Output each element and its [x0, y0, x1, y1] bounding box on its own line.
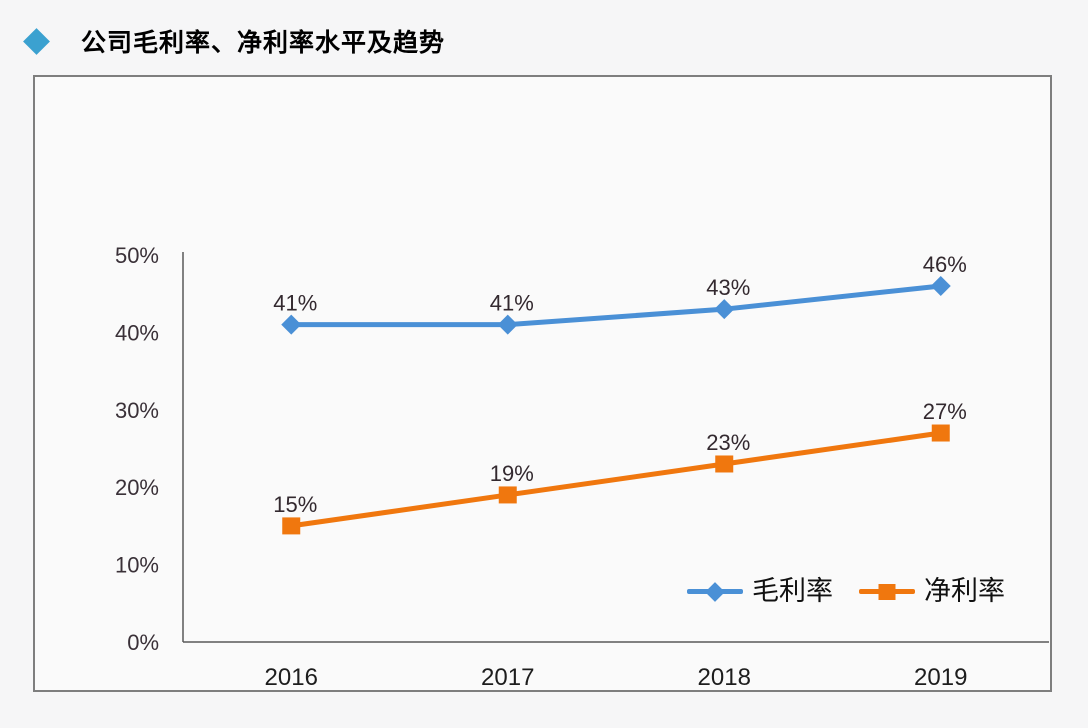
square-marker-icon	[878, 583, 896, 600]
svg-text:20%: 20%	[115, 475, 159, 500]
svg-text:40%: 40%	[115, 320, 159, 345]
diamond-marker-icon	[705, 581, 725, 602]
svg-text:41%: 41%	[273, 291, 317, 316]
svg-text:27%: 27%	[923, 399, 967, 424]
svg-text:15%: 15%	[273, 492, 317, 517]
chart-frame: 0% 10% 20% 30% 40% 50% 2016 2017 2018 2019 41% 41% 4…	[33, 75, 1052, 692]
svg-text:2018: 2018	[698, 664, 751, 690]
chart-legend: 毛利率 净利率	[687, 578, 1005, 605]
svg-text:43%: 43%	[706, 275, 750, 300]
legend-line-net-margin	[859, 583, 915, 600]
svg-text:23%: 23%	[706, 430, 750, 455]
chart-header: 公司毛利率、净利率水平及趋势	[23, 22, 446, 60]
legend-item-net-margin: 净利率	[859, 578, 1005, 605]
svg-text:0%: 0%	[127, 630, 159, 655]
legend-line-gross-margin	[687, 581, 743, 602]
page-title: 公司毛利率、净利率水平及趋势	[81, 29, 446, 57]
svg-text:19%: 19%	[490, 461, 534, 486]
svg-text:2016: 2016	[265, 664, 318, 690]
line-chart: 0% 10% 20% 30% 40% 50% 2016 2017 2018 2019 41% 41% 4…	[115, 243, 1049, 690]
svg-text:2017: 2017	[481, 664, 534, 690]
svg-text:41%: 41%	[490, 291, 534, 316]
svg-text:30%: 30%	[115, 398, 159, 423]
svg-text:50%: 50%	[115, 243, 159, 268]
legend-item-gross-margin: 毛利率	[687, 578, 833, 605]
svg-text:46%: 46%	[923, 252, 967, 277]
svg-text:2019: 2019	[914, 664, 967, 690]
svg-text:10%: 10%	[115, 553, 159, 578]
legend-label-net-margin: 净利率	[924, 576, 1005, 606]
diamond-bullet-icon	[23, 27, 50, 55]
legend-label-gross-margin: 毛利率	[752, 576, 833, 606]
